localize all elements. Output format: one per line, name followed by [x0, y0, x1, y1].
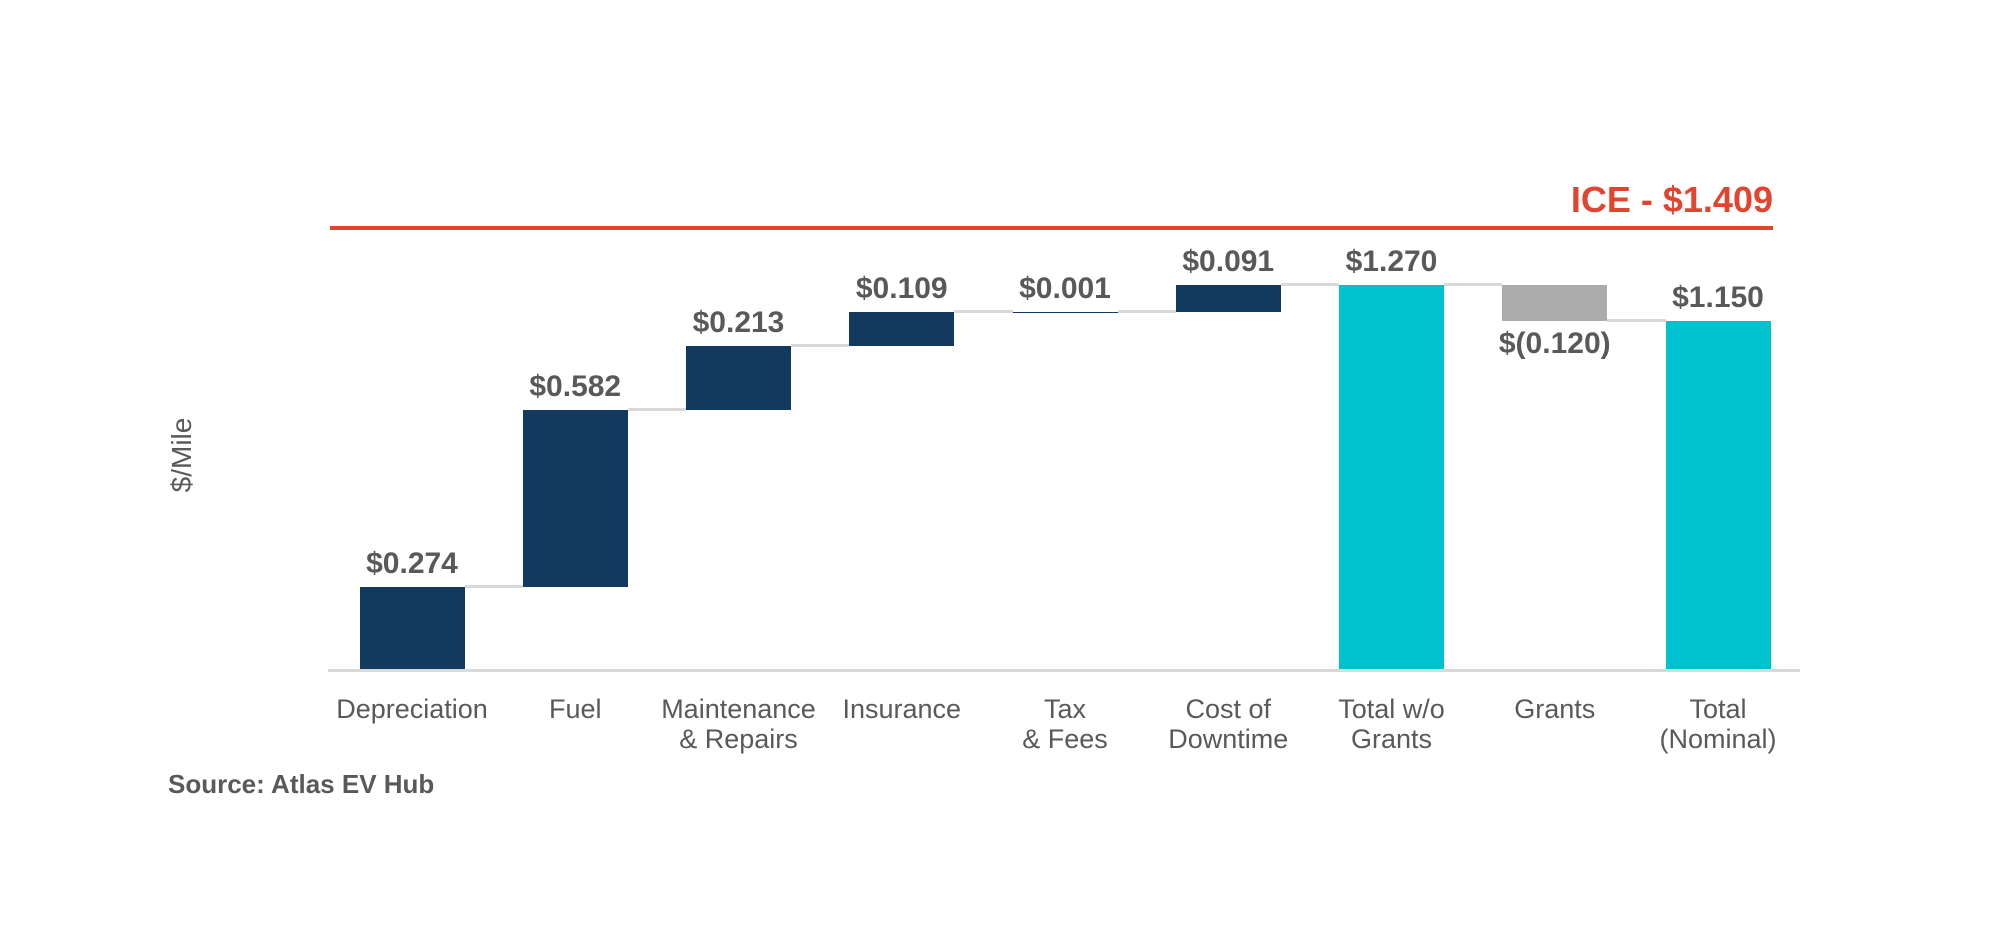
bar-total — [1339, 284, 1444, 670]
bar-value-label: $0.274 — [366, 546, 458, 580]
bar-decrease — [1502, 284, 1608, 321]
bar-value-label: $(0.120) — [1498, 326, 1611, 360]
category-label: Total w/o Grants — [1338, 694, 1445, 754]
category-label: Cost of Downtime — [1168, 694, 1289, 754]
step-connector-line — [954, 310, 1013, 314]
bar-increase — [1175, 284, 1281, 313]
source-note: Source: Atlas EV Hub — [168, 769, 435, 799]
y-axis-title: $/Mile — [166, 417, 197, 493]
ice-benchmark-line — [330, 226, 1773, 230]
bar-value-label: $1.150 — [1672, 280, 1764, 314]
category-label: Depreciation — [336, 694, 488, 724]
bar-increase — [522, 410, 628, 587]
step-connector-line — [1444, 282, 1503, 286]
step-connector-line — [627, 408, 686, 412]
bar-increase — [359, 586, 465, 670]
step-connector-line — [1117, 310, 1176, 314]
bar-increase — [686, 345, 791, 411]
category-label: Maintenance & Repairs — [661, 694, 816, 754]
category-label: Tax & Fees — [1022, 694, 1108, 754]
bar-value-label: $1.270 — [1345, 244, 1438, 278]
bar-value-label: $0.213 — [692, 305, 785, 339]
bar-value-label: $0.109 — [855, 272, 948, 306]
step-connector-line — [464, 584, 523, 588]
category-label: Insurance — [842, 694, 962, 724]
x-axis-line — [328, 669, 1800, 672]
bar-total — [1665, 320, 1771, 670]
bar-increase — [849, 312, 955, 346]
category-label: Grants — [1514, 694, 1596, 724]
bar-value-label: $0.582 — [529, 370, 622, 404]
category-label: Total (Nominal) — [1659, 694, 1777, 754]
step-connector-line — [1280, 282, 1339, 286]
ice-benchmark-label: ICE - $1.409 — [1570, 179, 1773, 220]
step-connector-line — [791, 343, 850, 347]
category-label: Fuel — [548, 694, 602, 724]
step-connector-line — [1607, 318, 1666, 322]
bar-value-label: $0.091 — [1182, 244, 1275, 278]
bar-value-label: $0.001 — [1019, 272, 1111, 306]
